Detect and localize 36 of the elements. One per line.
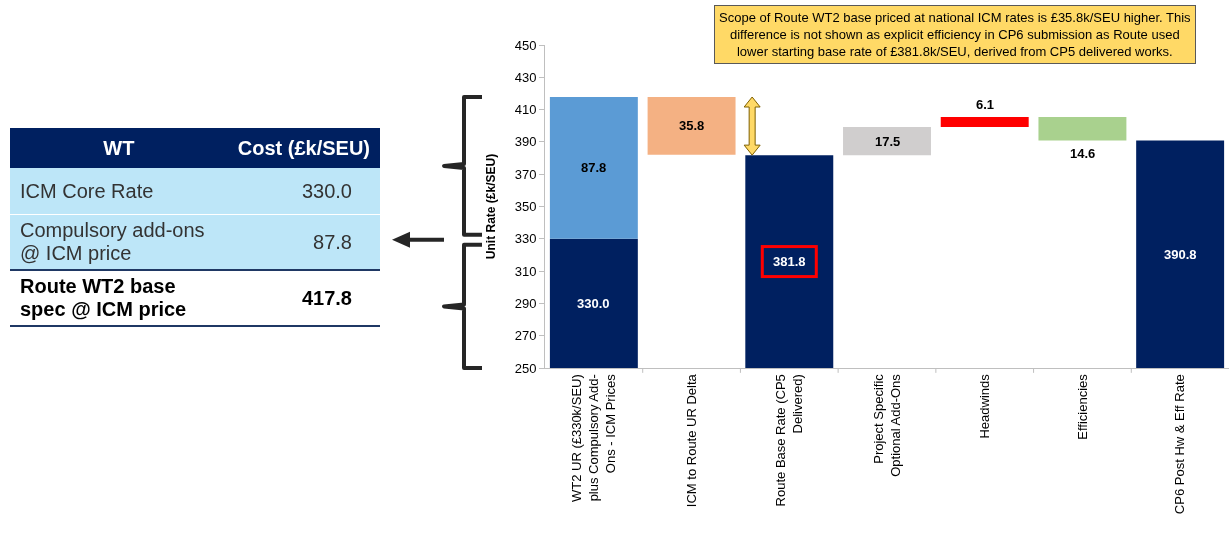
data-label: 14.6 — [1070, 146, 1096, 161]
text: 87.8 — [227, 214, 380, 270]
y-tick-label: 450 — [514, 37, 537, 53]
text: Compulsory add-ons @ ICM price — [10, 214, 228, 270]
data-label: 390.8 — [1164, 247, 1197, 262]
y-tick-label: 310 — [514, 263, 537, 279]
y-tick-label: 350 — [514, 199, 537, 215]
data-label: 6.1 — [976, 97, 995, 112]
text: 417.8 — [227, 270, 380, 326]
x-tick-label: WT2 UR (£330k/SEU) plus Compulsory Add-Ons - ICM Prices — [569, 373, 618, 503]
x-tick-label: Efficiencies — [1074, 373, 1090, 440]
x-tick-label: Project Specific Optional Add-Ons — [870, 373, 903, 477]
data-label: 381.8 — [773, 254, 806, 269]
y-tick-label: 410 — [514, 102, 537, 118]
data-label: 35.8 — [679, 118, 705, 133]
y-tick-label: 370 — [514, 166, 537, 182]
text: WT — [10, 128, 228, 168]
y-axis-title: Unit Rate (£k/SEU) — [484, 153, 498, 260]
data-label: 330.0 — [577, 296, 610, 311]
text: ICM Core Rate — [10, 168, 228, 215]
y-tick-label: 430 — [514, 69, 537, 85]
y-tick-label: 250 — [514, 360, 537, 376]
text: 330.0 — [227, 168, 380, 215]
x-tick-label: Headwinds — [976, 373, 992, 439]
annotation: Scope of Route WT2 base priced at national ICM rates is £35.8k/SEU higher. This difference is not shown as explicit efficiency in CP6 submission as Route used lower starting base rate of £381.8k/SEU, derived from CP5 delivered works. — [719, 10, 1192, 59]
y-tick-label: 270 — [514, 328, 537, 344]
data-label: 87.8 — [581, 160, 607, 175]
y-tick-label: 390 — [514, 134, 537, 150]
y-tick-label: 330 — [514, 231, 537, 247]
x-tick-label: CP6 Post Hw & Eff Rate — [1172, 374, 1188, 515]
x-tick-label: ICM to Route UR Delta — [683, 373, 699, 508]
data-label: 17.5 — [875, 134, 901, 149]
text: Route WT2 base spec @ ICM price — [10, 270, 228, 326]
y-tick-label: 290 — [514, 295, 537, 311]
text: Cost (£k/SEU) — [227, 128, 380, 168]
x-tick-label: Route Base Rate (CP5 Delivered) — [773, 374, 805, 507]
